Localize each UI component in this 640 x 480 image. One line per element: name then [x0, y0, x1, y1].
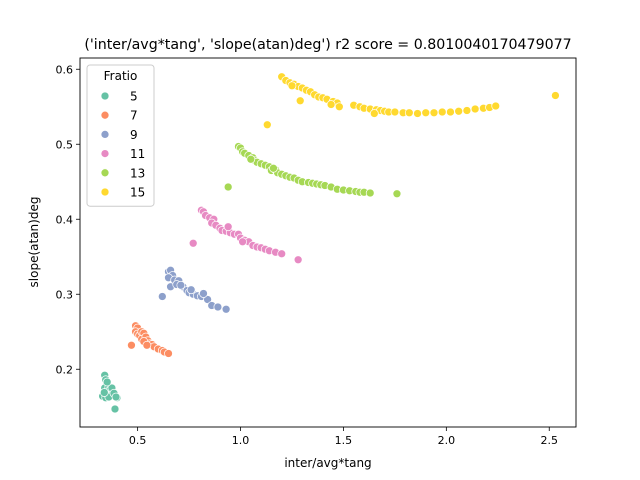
data-point [446, 107, 455, 117]
x-axis-label: inter/avg*tang [284, 456, 371, 470]
data-point [470, 104, 480, 114]
legend-marker [100, 168, 110, 178]
data-point [176, 280, 186, 290]
legend-marker [100, 110, 110, 120]
data-point [164, 349, 173, 358]
plot-frame [79, 57, 577, 428]
data-point [111, 392, 121, 402]
y-axis-label: slope(atan)deg [27, 197, 41, 288]
data-point [127, 340, 136, 350]
data-point [199, 289, 208, 298]
data-point [269, 163, 278, 173]
legend-marker [100, 149, 110, 158]
data-point [221, 304, 231, 314]
data-point [334, 102, 344, 112]
y-axis-ticks: 0.2 0.3 0.4 0.5 0.6 [56, 63, 80, 376]
legend-marker [100, 187, 110, 197]
data-point [142, 340, 152, 350]
x-axis-ticks: 0.5 1.0 1.5 2.0 2.5 [129, 427, 558, 447]
data-point [369, 109, 379, 118]
data-point [454, 106, 464, 116]
data-point [157, 292, 167, 301]
data-point [238, 237, 247, 247]
data-point [437, 107, 447, 117]
x-tick-label: 2.0 [438, 434, 456, 447]
y-tick-label: 0.4 [56, 213, 74, 226]
data-point [213, 302, 223, 312]
data-point [277, 249, 287, 259]
data-point [203, 295, 212, 304]
y-tick-label: 0.6 [56, 63, 74, 76]
data-point [223, 182, 233, 192]
data-point [462, 106, 472, 115]
data-point [293, 255, 303, 265]
x-tick-label: 0.5 [129, 434, 147, 447]
data-point [186, 285, 196, 295]
legend-marker [100, 130, 110, 139]
legend-label: 9 [130, 128, 138, 142]
data-point [287, 81, 297, 91]
data-point [326, 100, 336, 109]
legend-label: 5 [130, 90, 138, 104]
data-point [365, 188, 375, 198]
data-point [491, 101, 501, 111]
y-tick-label: 0.2 [56, 363, 74, 376]
legend-label: 13 [130, 166, 145, 180]
y-tick-label: 0.5 [56, 138, 74, 151]
x-tick-label: 1.0 [232, 434, 250, 447]
data-point [102, 377, 112, 387]
y-tick-label: 0.3 [56, 288, 74, 301]
legend-label: 11 [130, 147, 145, 161]
data-point [246, 154, 256, 164]
data-point [404, 108, 414, 118]
legend-marker [100, 91, 110, 101]
data-point [110, 404, 120, 414]
legend-title: Fratio [104, 69, 138, 83]
data-point [421, 108, 431, 118]
data-point [99, 388, 109, 397]
data-point [429, 108, 439, 118]
data-point [262, 120, 272, 130]
x-tick-label: 1.5 [335, 434, 353, 447]
x-tick-label: 2.5 [540, 434, 558, 447]
data-points [98, 72, 560, 414]
data-point [551, 91, 560, 100]
data-point [392, 189, 402, 199]
data-point [413, 109, 422, 118]
data-point [223, 222, 233, 232]
legend: Fratio 5 7 9 11 13 15 [86, 64, 155, 207]
data-point [390, 107, 400, 117]
legend-label: 7 [130, 109, 138, 123]
legend-label: 15 [130, 186, 145, 200]
data-point [295, 96, 305, 106]
data-point [188, 238, 198, 248]
chart-title: ('inter/avg*tang', 'slope(atan)deg') r2 … [84, 37, 571, 53]
